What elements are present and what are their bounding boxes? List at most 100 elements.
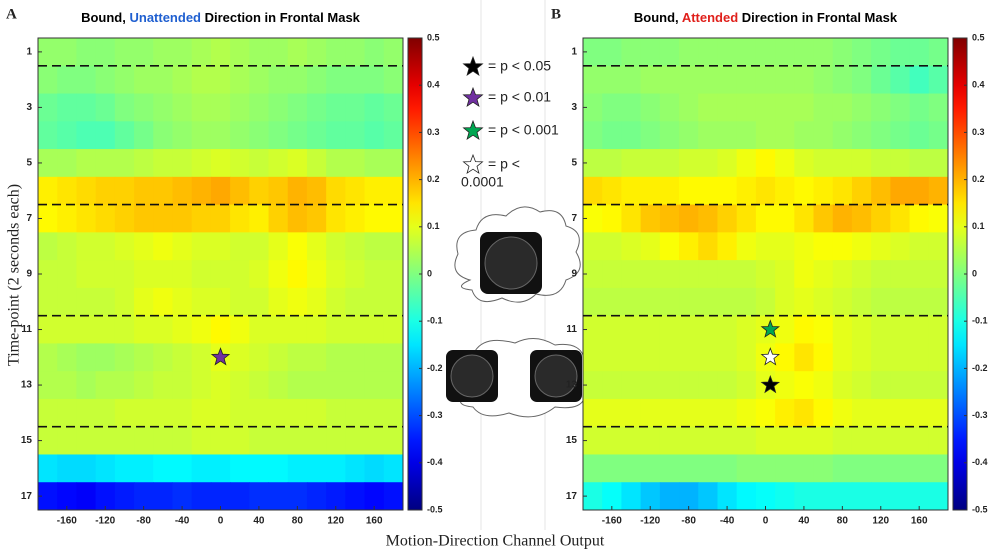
heatmap-cell (306, 38, 327, 67)
heatmap-cell (134, 426, 154, 455)
heatmap-cell (345, 426, 366, 455)
heatmap-cell (755, 121, 776, 150)
heatmap-cell (621, 371, 642, 400)
heatmap-cell (794, 426, 815, 455)
heatmap-cell (909, 287, 930, 317)
title-part: Unattended (129, 10, 201, 25)
heatmap-cell (928, 482, 949, 511)
heatmap-cell (268, 38, 289, 67)
heatmap-cell (114, 93, 135, 122)
heatmap-cell (210, 93, 231, 122)
heatmap-cell (698, 398, 718, 428)
heatmap-cell (640, 232, 661, 261)
heatmap-cell (755, 38, 776, 67)
heatmap-cell (640, 149, 661, 178)
heatmap-cell (306, 204, 327, 233)
heatmap-cell (383, 343, 404, 372)
heatmap-cell (698, 426, 718, 455)
y-axis-label: Time-point (2 seconds each) (6, 184, 23, 366)
heatmap-cell (794, 315, 815, 344)
heatmap-cell (172, 371, 193, 400)
heatmap-cell (813, 93, 834, 122)
heatmap-cell (364, 93, 385, 122)
heatmap-cell (775, 315, 795, 344)
heatmap-cell (95, 232, 116, 261)
y-tick-label: 11 (21, 324, 32, 335)
heatmap-cell (890, 204, 911, 233)
heatmap-cell (890, 371, 911, 400)
heatmap-cell (326, 315, 346, 344)
heatmap-cell (794, 287, 815, 317)
heatmap-cell (95, 287, 116, 317)
heatmap-cell (755, 149, 776, 178)
heatmap-cell (909, 65, 930, 95)
title-part: Direction in Frontal Mask (201, 10, 361, 25)
cloud-unbound (446, 338, 595, 418)
heatmap-cell (364, 426, 385, 455)
colorbar-tick-label: -0.1 (972, 316, 988, 326)
heatmap-cell (851, 482, 872, 511)
heatmap-cell (755, 260, 776, 289)
heatmap-cell (326, 482, 346, 511)
heatmap-cell (383, 121, 404, 150)
x-tick-label: -160 (57, 516, 77, 527)
heatmap-cell (114, 65, 135, 95)
heatmap-cell (659, 93, 680, 122)
heatmap-cell (659, 149, 680, 178)
heatmap-cell (871, 371, 891, 400)
heatmap-cell (268, 65, 289, 95)
y-tick-label: 17 (566, 491, 578, 502)
heatmap-cell (717, 482, 738, 511)
heatmap-cell (76, 65, 97, 95)
heatmap-cell (153, 398, 173, 428)
y-tick-label: 9 (26, 269, 32, 280)
heatmap-cell (775, 149, 795, 178)
heatmap-cell (153, 454, 173, 483)
x-tick-label: 40 (798, 516, 810, 527)
legend-star (462, 119, 484, 141)
y-tick-label: 13 (566, 380, 578, 391)
title-part: Bound, (634, 10, 682, 25)
heatmap-cell (134, 287, 154, 317)
heatmap-cell (191, 121, 212, 150)
heatmap-cell (813, 204, 834, 233)
heatmap-cell (679, 121, 699, 150)
heatmap-cell (230, 93, 250, 122)
heatmap-cell (621, 343, 642, 372)
heatmap-cell (832, 93, 853, 122)
colorbar-tick-label: -0.2 (427, 363, 443, 373)
heatmap-cell (76, 260, 97, 289)
heatmap-cell (851, 176, 872, 206)
heatmap-cell (640, 176, 661, 206)
heatmap-cell (38, 232, 58, 261)
heatmap-cell (345, 204, 366, 233)
heatmap-cell (287, 426, 308, 455)
heatmap-cell (230, 371, 250, 400)
heatmap-cell (230, 398, 250, 428)
heatmap-cell (345, 371, 366, 400)
legend-label: = p < 0.05 (488, 58, 551, 74)
heatmap-cell (134, 343, 154, 372)
heatmap-cell (890, 65, 911, 95)
heatmap-cell (717, 121, 738, 150)
heatmap-cell (583, 260, 603, 289)
heatmap-cell (736, 149, 757, 178)
legend-label: = p < (488, 156, 520, 172)
heatmap-cell (602, 38, 622, 67)
heatmap-cell (583, 482, 603, 511)
heatmap-cell (383, 454, 404, 483)
heatmap-cell (679, 371, 699, 400)
heatmap-cell (928, 149, 949, 178)
x-tick-label: 0 (218, 516, 224, 527)
heatmap-cell (38, 398, 58, 428)
heatmap-cell (698, 38, 718, 67)
heatmap-cell (95, 121, 116, 150)
heatmap-cell (698, 343, 718, 372)
heatmap-cell (698, 121, 718, 150)
heatmap-cell (364, 38, 385, 67)
heatmap-cell (583, 149, 603, 178)
heatmap-cell (383, 426, 404, 455)
x-tick-label: -80 (136, 516, 151, 527)
heatmap-cell (76, 482, 97, 511)
